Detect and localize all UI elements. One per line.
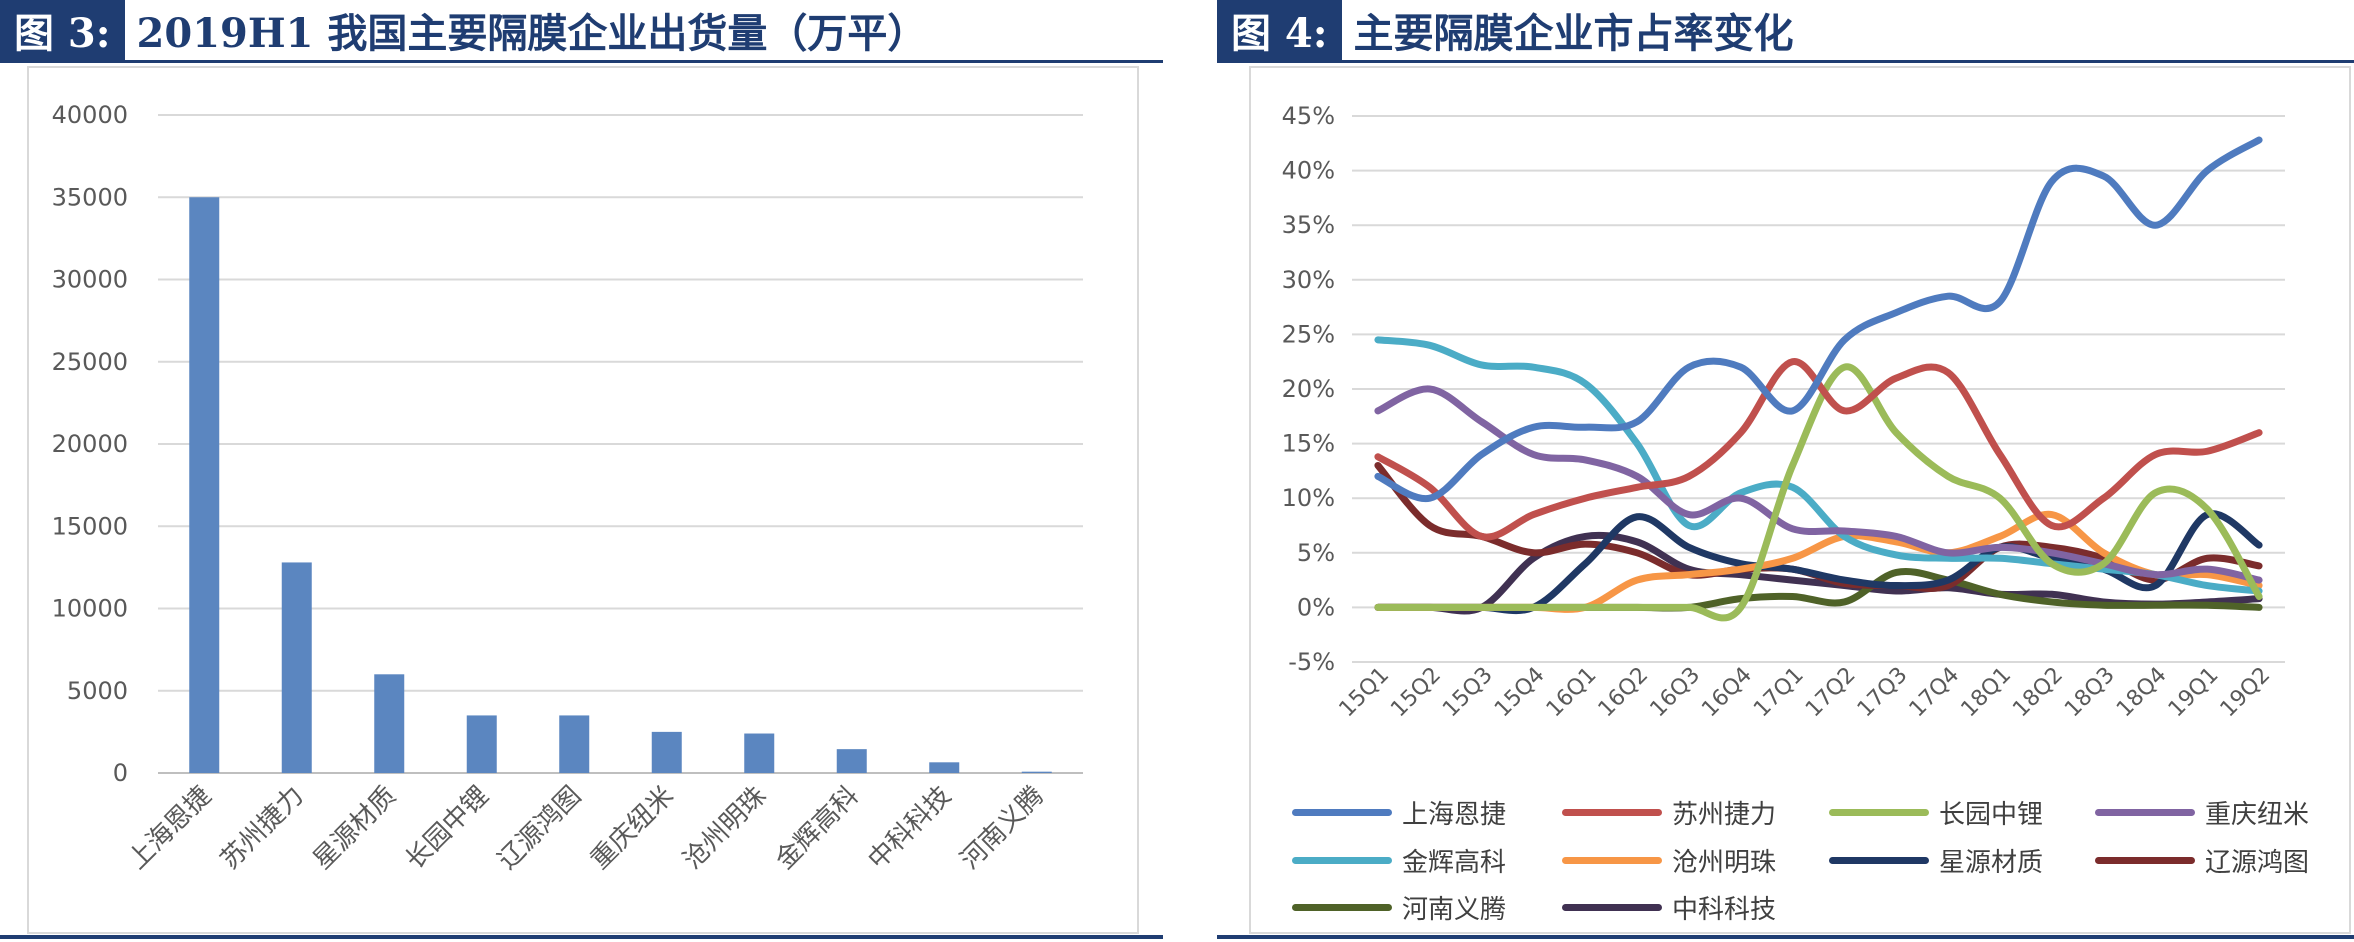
bar <box>929 762 960 773</box>
bar <box>466 715 497 773</box>
bar-y-tick-label: 10000 <box>52 595 128 623</box>
bar <box>281 562 312 773</box>
line-x-tick-label: 16Q2 <box>1594 663 1654 723</box>
legend-swatch <box>1292 808 1392 816</box>
legend-swatch <box>2095 856 2195 864</box>
line-x-tick-label: 17Q3 <box>1853 663 1913 723</box>
legend-label: 河南义腾 <box>1402 894 1507 925</box>
series-line <box>1374 385 2263 584</box>
line-x-tick-label: 15Q1 <box>1335 663 1395 723</box>
bar-y-tick-label: 5000 <box>67 677 128 705</box>
legend-item: 金辉高科 <box>1292 840 1506 880</box>
bar-y-tick-label: 35000 <box>52 183 128 211</box>
line-x-tick-label: 15Q2 <box>1386 663 1446 723</box>
right-header-rule <box>1217 60 2354 63</box>
series-line <box>1374 358 2263 541</box>
bar <box>744 733 775 773</box>
bar <box>374 674 405 773</box>
line-x-tick-label: 18Q4 <box>2112 663 2172 723</box>
line-x-tick-label: 16Q4 <box>1697 663 1757 723</box>
line-x-tick-label: 15Q3 <box>1438 663 1498 723</box>
legend-label: 上海恩捷 <box>1402 799 1507 830</box>
line-x-tick-label: 19Q2 <box>2216 663 2276 723</box>
legend-item: 河南义腾 <box>1292 887 1506 927</box>
bar <box>651 731 682 773</box>
line-y-tick-label: 0% <box>1297 593 1335 621</box>
right-footer-rule <box>1217 935 2354 939</box>
legend-item: 星源材质 <box>1829 840 2043 880</box>
line-x-tick-label: 17Q1 <box>1749 663 1809 723</box>
bar <box>836 749 867 773</box>
series-line <box>1374 363 2263 622</box>
legend-item: 长园中锂 <box>1829 792 2043 832</box>
legend-swatch <box>1562 856 1662 864</box>
left-figure-tag: 图 3: <box>0 0 125 60</box>
legend-swatch <box>1829 808 1929 816</box>
legend-swatch <box>1292 903 1392 911</box>
legend-item: 沧州明珠 <box>1562 840 1776 880</box>
line-y-tick-label: 5% <box>1297 539 1335 567</box>
legend-swatch <box>2095 808 2195 816</box>
line-x-tick-label: 16Q1 <box>1542 663 1602 723</box>
legend-label: 重庆纽米 <box>2205 799 2310 830</box>
legend-label: 苏州捷力 <box>1672 799 1777 830</box>
legend-label: 金辉高科 <box>1402 847 1507 878</box>
legend-swatch <box>1562 903 1662 911</box>
bar <box>1021 771 1052 773</box>
bar-y-tick-label: 30000 <box>52 266 128 294</box>
legend-item: 重庆纽米 <box>2095 792 2309 832</box>
legend-label: 星源材质 <box>1939 847 2044 878</box>
right-panel-header: 图 4: 主要隔膜企业市占率变化 <box>1217 0 1794 60</box>
line-chart-frame <box>1249 66 2351 934</box>
bar-y-tick-label: 40000 <box>52 101 128 129</box>
left-panel-header: 图 3: 2019H1 我国主要隔膜企业出货量（万平） <box>0 0 927 60</box>
legend-swatch <box>1292 856 1392 864</box>
legend-label: 沧州明珠 <box>1672 847 1777 878</box>
line-x-tick-label: 16Q3 <box>1646 663 1706 723</box>
line-x-tick-label: 15Q4 <box>1490 663 1550 723</box>
line-x-tick-label: 17Q2 <box>1801 663 1861 723</box>
line-x-tick-label: 18Q3 <box>2060 663 2120 723</box>
line-y-tick-label: 20% <box>1282 375 1335 403</box>
line-y-tick-label: 10% <box>1282 484 1335 512</box>
line-y-tick-label: -5% <box>1288 648 1335 676</box>
legend-item: 苏州捷力 <box>1562 792 1776 832</box>
line-x-tick-label: 18Q1 <box>1957 663 2017 723</box>
line-x-tick-label: 17Q4 <box>1905 663 1965 723</box>
legend-label: 长园中锂 <box>1939 799 2044 830</box>
line-y-tick-label: 30% <box>1282 266 1335 294</box>
right-figure-tag: 图 4: <box>1217 0 1342 60</box>
left-footer-rule <box>0 935 1163 939</box>
line-x-tick-label: 18Q2 <box>2008 663 2068 723</box>
line-x-tick-label: 19Q1 <box>2164 663 2224 723</box>
bar-y-tick-label: 20000 <box>52 430 128 458</box>
legend-swatch <box>1562 808 1662 816</box>
line-y-tick-label: 15% <box>1282 430 1335 458</box>
legend-label: 辽源鸿图 <box>2205 847 2310 878</box>
legend-item: 上海恩捷 <box>1292 792 1506 832</box>
left-figure-title: 2019H1 我国主要隔膜企业出货量（万平） <box>136 10 928 57</box>
bar-y-tick-label: 15000 <box>52 512 128 540</box>
line-y-tick-label: 45% <box>1282 102 1335 130</box>
legend-swatch <box>1829 856 1929 864</box>
left-header-rule <box>0 60 1163 63</box>
bar-y-tick-label: 0 <box>113 759 128 787</box>
bar <box>189 197 220 773</box>
line-y-tick-label: 40% <box>1282 157 1335 185</box>
bar-chart-frame <box>27 66 1139 934</box>
series-line <box>1374 136 2263 502</box>
line-y-tick-label: 25% <box>1282 320 1335 348</box>
legend-item: 中科科技 <box>1562 887 1776 927</box>
line-y-tick-label: 35% <box>1282 211 1335 239</box>
bar-y-tick-label: 25000 <box>52 348 128 376</box>
right-figure-title: 主要隔膜企业市占率变化 <box>1353 10 1794 57</box>
legend-label: 中科科技 <box>1672 894 1777 925</box>
series-line <box>1374 336 2263 595</box>
bar <box>559 715 590 773</box>
legend-item: 辽源鸿图 <box>2095 840 2309 880</box>
